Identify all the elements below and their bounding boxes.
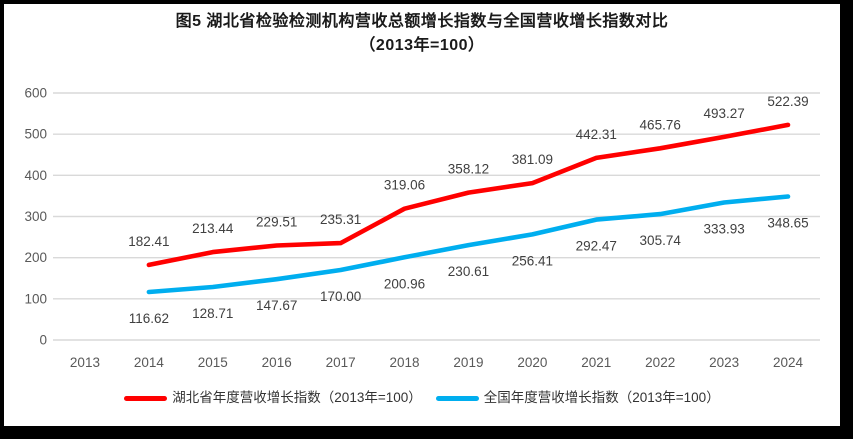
y-axis-tick-label: 0: [39, 333, 47, 348]
y-axis-tick-label: 500: [24, 127, 47, 142]
chart-plot-svg: 0 100 200 300 400 500 600 2013 2014 2015 2016 2017 2…: [24, 86, 820, 370]
data-label: 465.76: [640, 117, 681, 132]
data-label: 182.41: [128, 234, 169, 249]
data-label: 200.96: [384, 276, 425, 291]
data-label: 319.06: [384, 178, 425, 193]
legend-label-hubei: 湖北省年度营收增长指数（2013年=100）: [172, 390, 422, 405]
data-label: 348.65: [767, 215, 808, 230]
y-axis-tick-label: 400: [24, 168, 47, 183]
data-label: 235.31: [320, 212, 361, 227]
data-label: 256.41: [512, 253, 553, 268]
x-axis-tick-label: 2023: [709, 355, 739, 370]
x-axis-tick-label: 2021: [581, 355, 611, 370]
data-label: 170.00: [320, 289, 361, 304]
data-label: 213.44: [192, 221, 234, 236]
x-axis-tick-label: 2024: [773, 355, 804, 370]
legend-label-national: 全国年度营收增长指数（2013年=100）: [483, 390, 720, 405]
x-axis-tick-label: 2020: [517, 355, 547, 370]
data-label: 442.31: [576, 127, 617, 142]
chart-title: 图5 湖北省检验检测机构营收总额增长指数与全国营收增长指数对比 （2013年=1…: [4, 10, 840, 58]
national-series-swatch: [435, 395, 479, 401]
data-label: 147.67: [256, 298, 297, 313]
x-axis-tick-label: 2013: [70, 355, 100, 370]
y-axis-tick-label: 300: [24, 209, 47, 224]
chart-canvas: 图5 湖北省检验检测机构营收总额增长指数与全国营收增长指数对比 （2013年=1…: [4, 4, 840, 426]
x-axis-tick-label: 2015: [198, 355, 228, 370]
x-axis-tick-label: 2016: [262, 355, 292, 370]
hubei-series-swatch: [124, 395, 168, 401]
data-label: 292.47: [576, 239, 617, 254]
legend-item-national: 全国年度营收增长指数（2013年=100）: [435, 388, 720, 408]
y-axis-tick-label: 600: [24, 86, 47, 101]
y-axis-tick-label: 100: [24, 291, 47, 306]
x-axis-tick-label: 2017: [326, 355, 356, 370]
data-label: 305.74: [640, 233, 682, 248]
data-label: 116.62: [129, 311, 169, 326]
data-label: 229.51: [256, 215, 297, 230]
chart-legend: 湖北省年度营收增长指数（2013年=100） 全国年度营收增长指数（2013年=…: [4, 388, 840, 408]
x-axis-tick-label: 2018: [390, 355, 420, 370]
data-label: 333.93: [703, 222, 744, 237]
chart-title-line2: （2013年=100）: [359, 37, 485, 54]
data-label: 493.27: [703, 106, 744, 121]
data-label: 358.12: [448, 162, 489, 177]
y-axis-tick-label: 200: [24, 250, 47, 265]
series-line-1: [146, 194, 791, 295]
data-label: 128.71: [192, 306, 233, 321]
legend-item-hubei: 湖北省年度营收增长指数（2013年=100）: [124, 388, 422, 408]
data-label: 381.09: [512, 152, 553, 167]
x-axis-tick-label: 2019: [453, 355, 483, 370]
data-label: 522.39: [767, 94, 808, 109]
x-axis-tick-label: 2022: [645, 355, 675, 370]
data-label: 230.61: [448, 264, 489, 279]
series-line-0: [146, 122, 791, 268]
chart-title-line1: 图5 湖北省检验检测机构营收总额增长指数与全国营收增长指数对比: [175, 13, 669, 30]
x-axis-tick-label: 2014: [134, 355, 165, 370]
